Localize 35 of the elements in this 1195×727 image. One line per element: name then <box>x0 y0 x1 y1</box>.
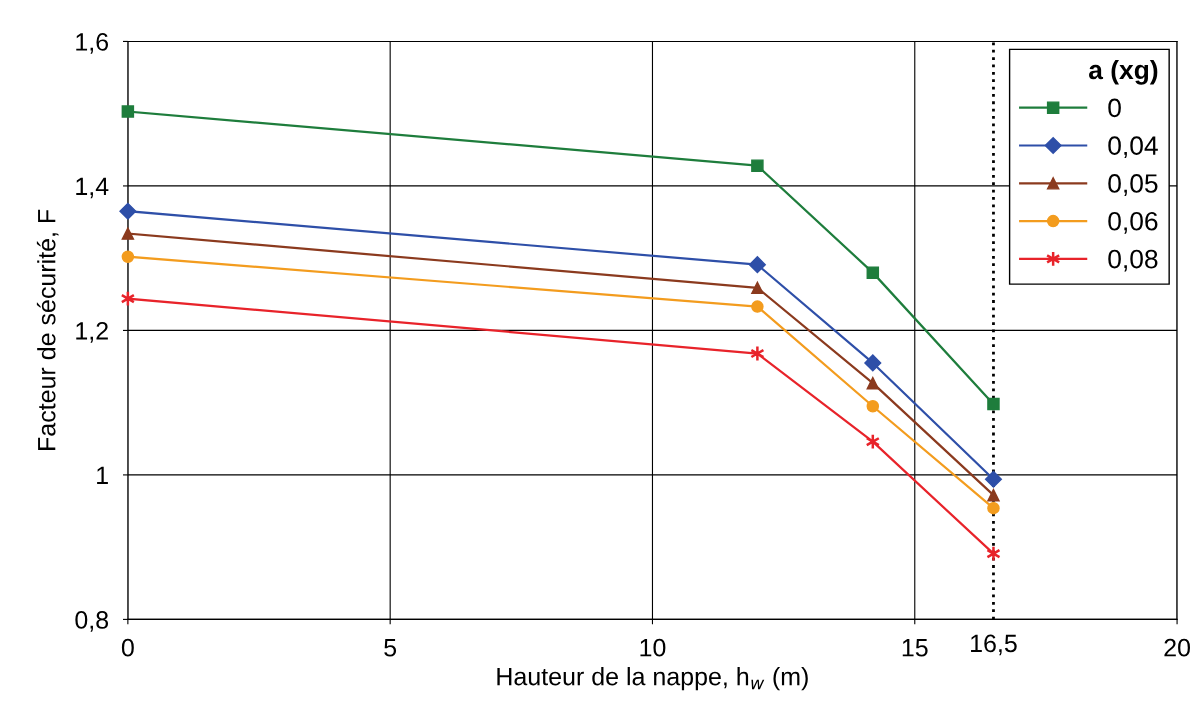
x-tick-label: 10 <box>640 638 666 657</box>
y-tick-label: 0,8 <box>75 611 109 632</box>
point <box>751 281 764 295</box>
point <box>866 266 880 279</box>
point <box>751 300 764 313</box>
legend-label: 0,06 <box>1108 211 1158 234</box>
x-tick-label: 5 <box>384 639 397 657</box>
point <box>866 400 880 413</box>
legend-label: 0,08 <box>1108 249 1158 272</box>
y-tick-label: 1,2 <box>76 322 108 343</box>
point <box>121 105 135 118</box>
legend-label: 0,05 <box>1108 174 1158 196</box>
y-tick-label: 1 <box>97 466 108 484</box>
legend-label: 0,04 <box>1108 136 1158 159</box>
legend-title: a (xg) <box>1089 59 1158 85</box>
y-tick-label: 1,4 <box>76 177 109 199</box>
point <box>987 488 1000 502</box>
x-axis-title: Hauteur de la nappe, h$_{w}$ (m) <box>497 667 808 691</box>
x-tick-label: 15 <box>902 639 928 657</box>
point <box>984 470 1003 488</box>
point <box>987 501 1000 515</box>
point <box>119 202 137 220</box>
y-axis-title: Facteur de sécurité, F <box>36 209 59 450</box>
x-tick-label: 0 <box>121 638 134 657</box>
y-tick-label: 1,6 <box>76 33 109 54</box>
ref-line-label: 16,5 <box>971 634 1017 656</box>
point <box>121 227 135 240</box>
point <box>121 250 135 263</box>
point <box>751 159 764 172</box>
point <box>987 397 1000 411</box>
point <box>748 256 766 274</box>
legend-label: 0 <box>1108 98 1121 118</box>
x-tick-label: 20 <box>1164 638 1190 657</box>
point <box>866 376 880 390</box>
point <box>864 354 882 372</box>
